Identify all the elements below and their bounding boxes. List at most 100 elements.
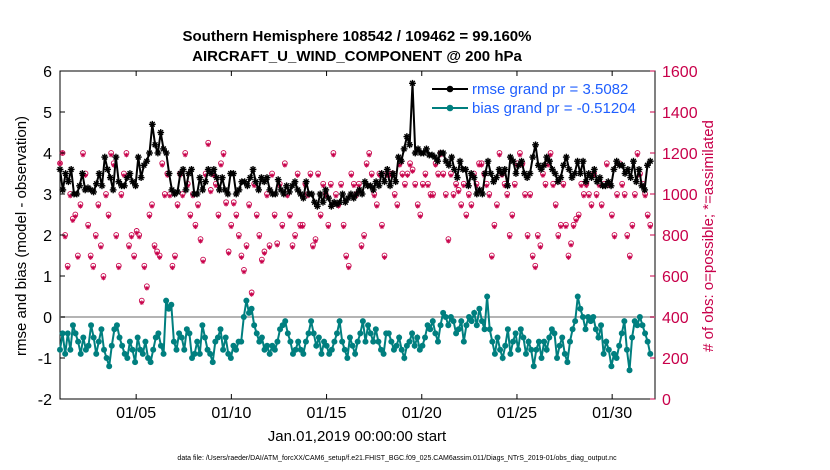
rmse-point <box>627 174 635 181</box>
bias-point <box>157 342 164 349</box>
rmse-point <box>106 174 114 181</box>
bias-point <box>196 350 203 357</box>
asterisk-stroke <box>443 158 449 165</box>
asterisk-stroke <box>160 163 165 168</box>
asterisk-stroke <box>93 235 98 239</box>
asterisk-stroke <box>443 194 448 198</box>
bias-point <box>222 334 229 341</box>
asterisk-stroke <box>589 204 594 209</box>
asterisk-stroke <box>109 153 114 157</box>
x-tick-labels: 01/05 01/10 01/15 01/20 01/25 01/30 <box>116 405 632 422</box>
rmse-point <box>73 190 81 198</box>
bias-point <box>504 326 511 333</box>
rmse-point <box>56 166 64 173</box>
asterisk-stroke <box>132 182 139 189</box>
asterisk-stroke <box>574 218 579 223</box>
asterisk-stroke <box>627 174 634 181</box>
data-file-footer: data file: /Users/raeder/DAI/ATM_forcXX/… <box>177 455 617 462</box>
obs-assimilated-marker <box>571 224 576 230</box>
rmse-point <box>526 170 534 177</box>
obs-assimilated-marker <box>425 183 431 189</box>
rmse-point <box>132 182 139 190</box>
obs-assimilated-marker <box>239 255 244 260</box>
asterisk-stroke <box>497 153 502 157</box>
obs-assimilated-marker <box>272 214 277 219</box>
obs-assimilated-marker <box>394 204 400 209</box>
obs-assimilated-marker <box>223 201 229 207</box>
asterisk-stroke <box>62 170 69 177</box>
asterisk-stroke <box>308 173 313 178</box>
bias-point <box>209 359 216 366</box>
rmse-point <box>439 149 447 157</box>
asterisk-stroke <box>579 183 584 188</box>
asterisk-stroke <box>426 183 430 188</box>
obs-assimilated-marker <box>234 214 239 219</box>
bias-point <box>546 334 553 341</box>
obs-assimilated-marker <box>236 234 242 240</box>
asterisk-stroke <box>367 153 372 157</box>
obs-assimilated-marker <box>147 214 152 219</box>
obs-assimilated-marker <box>522 193 528 199</box>
asterisk-stroke <box>398 158 405 165</box>
asterisk-stroke <box>258 174 265 181</box>
asterisk-stroke <box>224 191 231 197</box>
obs-assimilated-marker <box>412 183 418 189</box>
obs-assimilated-marker <box>101 275 106 281</box>
bias-point <box>598 322 605 329</box>
asterisk-stroke <box>594 178 600 185</box>
asterisk-stroke <box>173 255 177 260</box>
y2-tick-label: 1200 <box>662 146 698 163</box>
rmse-point <box>372 178 380 186</box>
rmse-point <box>543 153 551 161</box>
bias-point <box>106 363 113 370</box>
rmse-point <box>504 182 511 190</box>
chart-titles: Southern Hemisphere 108542 / 109462 = 99… <box>183 28 532 65</box>
bias-point <box>344 355 351 361</box>
asterisk-stroke <box>300 224 305 229</box>
rmse-point <box>297 190 304 198</box>
obs-assimilated-marker <box>88 255 93 260</box>
obs-assimilated-marker <box>364 163 369 168</box>
bias-point <box>569 326 576 333</box>
obs-assimilated-marker <box>635 152 640 158</box>
asterisk-stroke <box>229 224 234 229</box>
bias-point <box>468 318 475 325</box>
asterisk-stroke <box>104 194 108 198</box>
asterisk-stroke <box>561 183 566 188</box>
asterisk-stroke <box>208 170 214 177</box>
bias-point <box>458 318 465 325</box>
obs-assimilated-marker <box>218 163 224 168</box>
asterisk-stroke <box>451 194 456 198</box>
bias-point <box>313 342 320 349</box>
rmse-point <box>409 79 416 87</box>
asterisk-stroke <box>406 141 413 148</box>
bias-point <box>370 338 377 345</box>
bias-point <box>367 330 374 337</box>
obs-assimilated-marker <box>208 189 214 195</box>
obs-assimilated-marker <box>361 234 367 240</box>
asterisk-stroke <box>563 224 568 229</box>
y-tick-label: 0 <box>43 310 52 327</box>
obs-assimilated-marker <box>586 193 592 199</box>
obs-assimilated-marker <box>486 193 492 199</box>
y2-tick-label: 800 <box>662 228 689 245</box>
asterisk-stroke <box>400 173 405 178</box>
obs-assimilated-marker <box>632 193 638 199</box>
bias-point <box>264 342 271 349</box>
obs-assimilated-marker <box>113 234 119 240</box>
rmse-point <box>263 174 271 181</box>
asterisk-stroke <box>451 166 458 173</box>
bias-point <box>331 338 338 345</box>
bias-point <box>634 322 641 329</box>
rmse-point <box>90 188 97 196</box>
obs-assimilated-marker <box>624 234 630 240</box>
obs-assimilated-marker <box>279 224 285 230</box>
obs-assimilated-marker <box>435 173 441 178</box>
rmse-point <box>249 166 257 173</box>
bias-point <box>170 338 177 345</box>
asterisk-stroke <box>141 162 147 169</box>
obs-assimilated-marker <box>200 259 206 264</box>
obs-assimilated-marker <box>410 169 415 174</box>
asterisk-stroke <box>226 251 231 256</box>
bias-point <box>600 350 607 357</box>
